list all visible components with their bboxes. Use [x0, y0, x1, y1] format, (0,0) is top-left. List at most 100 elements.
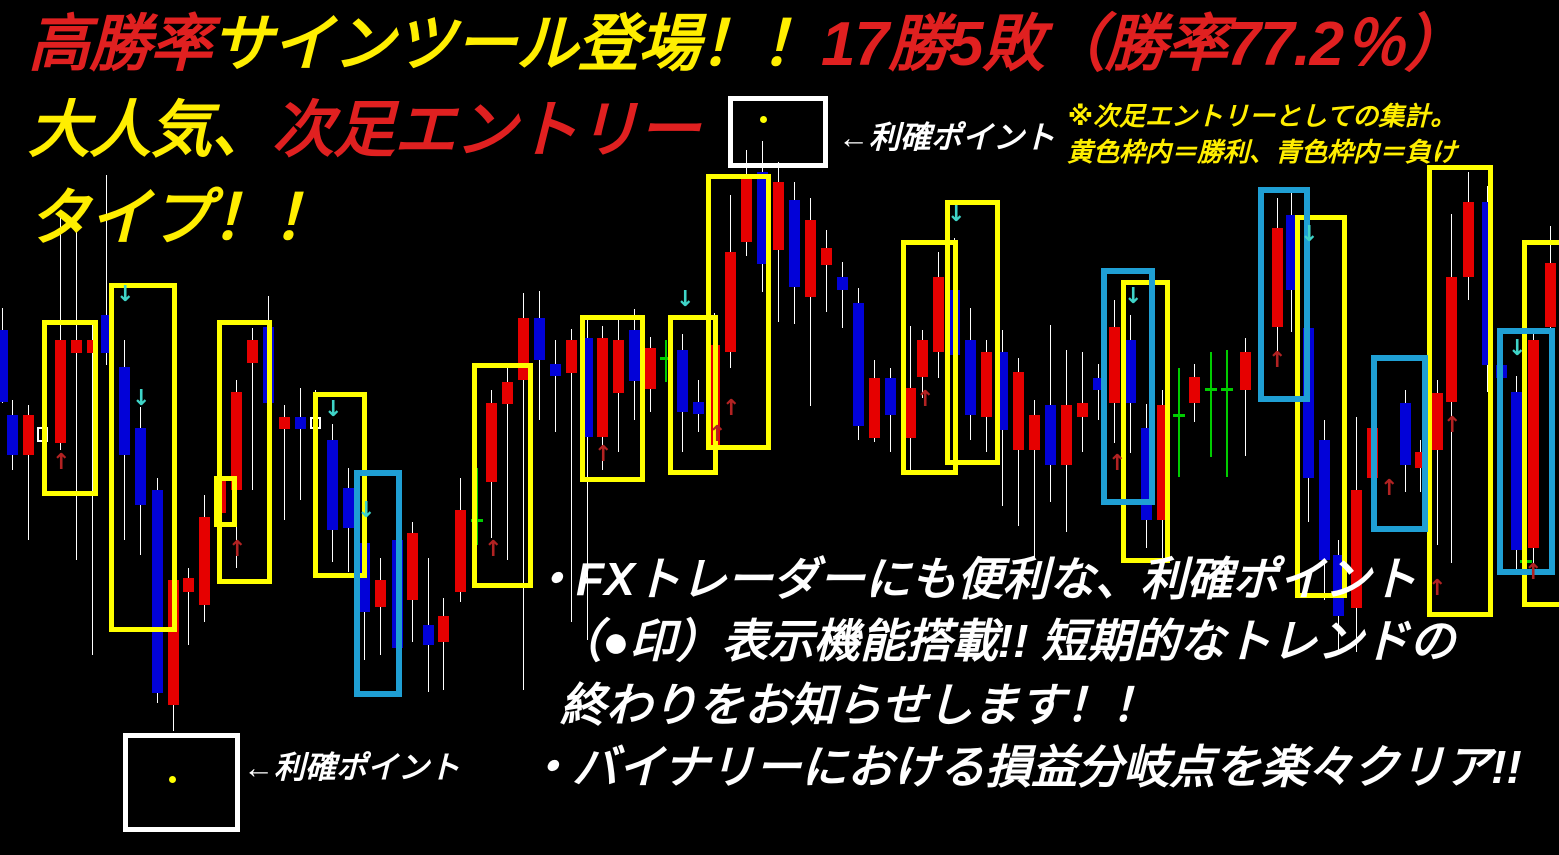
win-box — [901, 240, 958, 475]
win-box — [313, 392, 367, 578]
candle-body — [1157, 405, 1168, 520]
candle-body — [1286, 215, 1297, 290]
candle-body — [1446, 277, 1457, 402]
up-arrow-icon: ↑ — [916, 387, 935, 412]
win-box — [217, 320, 272, 584]
candle-body — [837, 277, 848, 290]
win-box — [706, 174, 771, 450]
up-arrow-icon: ↑ — [1524, 560, 1543, 585]
candle-body — [7, 415, 18, 455]
up-arrow-icon: ↑ — [52, 450, 71, 475]
doji-cross — [471, 519, 483, 522]
profit-point-label-top: ←利確ポイント — [838, 120, 1055, 155]
candle-body — [566, 340, 577, 373]
candle-body — [119, 367, 130, 455]
candle-wick — [300, 388, 301, 500]
down-arrow-icon: ↓ — [324, 397, 343, 422]
candle-body — [1029, 415, 1040, 450]
loss-box — [1258, 187, 1310, 402]
candle-body — [741, 177, 752, 242]
loss-box — [1497, 328, 1555, 575]
candle-body — [55, 340, 66, 443]
feature-text-line3: 終わりをお知らせします！！ — [560, 679, 1158, 731]
up-arrow-icon: ↑ — [1443, 413, 1462, 438]
candle-body — [629, 330, 640, 381]
up-arrow-icon: ↑ — [1428, 576, 1447, 601]
candle-body — [279, 417, 290, 429]
candle-body — [534, 318, 545, 360]
win-box — [1522, 240, 1559, 607]
profit-point-dot — [760, 116, 767, 123]
candle-body — [1545, 263, 1556, 327]
candle-body — [135, 428, 146, 505]
candle-body — [1528, 340, 1539, 548]
candle-wick — [443, 598, 444, 690]
candle-body — [805, 220, 816, 297]
candle-body — [1482, 202, 1493, 365]
candle-wick — [106, 175, 107, 365]
profit-point-label-bottom: ←利確ポイント — [243, 750, 460, 785]
candle-body — [582, 338, 593, 437]
candle-body — [981, 352, 992, 417]
candle-body — [645, 348, 656, 389]
candle-body — [518, 318, 529, 380]
candle-body — [152, 490, 163, 693]
candle-body — [71, 340, 82, 353]
up-arrow-icon: ↑ — [228, 537, 247, 562]
candle-body — [327, 440, 338, 530]
candle-body — [905, 388, 916, 438]
candle-body — [1351, 490, 1362, 608]
candle-body — [1463, 202, 1474, 277]
candle-wick — [1082, 352, 1083, 452]
candle-body — [199, 517, 210, 605]
candle-body — [1400, 403, 1411, 465]
win-box — [1121, 280, 1170, 563]
candle-wick — [1245, 338, 1246, 456]
candle-body — [869, 378, 880, 438]
doji-wick — [1178, 368, 1180, 477]
candle-body — [101, 315, 112, 353]
candle-body — [1333, 555, 1344, 616]
headline-line2a: 大人気、 — [28, 96, 273, 165]
profit-point-dot — [169, 776, 176, 783]
candle-body — [1125, 340, 1136, 403]
candle-wick — [842, 262, 843, 328]
up-arrow-icon: ↑ — [1268, 348, 1287, 373]
candle-body — [1061, 405, 1072, 465]
win-box — [472, 363, 533, 588]
loss-box — [1371, 355, 1428, 532]
candle-body — [965, 340, 976, 415]
candle-body — [0, 330, 8, 402]
win-box — [214, 476, 237, 527]
up-arrow-icon: ↑ — [594, 442, 613, 467]
win-box — [42, 320, 98, 496]
candle-body — [757, 172, 768, 264]
headline-line2: 大人気、次足エントリー — [28, 100, 700, 162]
up-arrow-icon: ↑ — [708, 422, 727, 447]
tally-note-line1: ※次足エントリーとしての集計。 — [1067, 101, 1457, 131]
candle-wick — [284, 405, 285, 520]
doji-cross — [660, 357, 672, 360]
candle-wick — [523, 293, 524, 690]
up-arrow-icon: ↑ — [722, 396, 741, 421]
candle-body — [1189, 377, 1200, 403]
candle-body — [677, 350, 688, 412]
profit-point-box — [123, 733, 240, 832]
headline-seg3: 17勝5敗（勝率77.2％） — [821, 10, 1466, 79]
tally-note: ※次足エントリーとしての集計。 黄色枠内＝勝利、青色枠内＝負け — [1012, 98, 1512, 171]
down-arrow-icon: ↓ — [116, 282, 135, 307]
candle-wick — [810, 198, 811, 406]
candle-body — [933, 277, 944, 352]
down-arrow-icon: ↓ — [132, 386, 151, 411]
candle-body — [1077, 403, 1088, 417]
candle-body — [773, 182, 784, 250]
candle-wick — [571, 329, 572, 622]
down-arrow-icon: ↓ — [676, 287, 695, 312]
down-arrow-icon: ↓ — [357, 498, 376, 523]
candle-body — [407, 533, 418, 600]
up-arrow-icon: ↑ — [484, 537, 503, 562]
candle-body — [168, 580, 179, 705]
tally-note-line2: 黄色枠内＝勝利、青色枠内＝負け — [1066, 137, 1457, 168]
candle-body — [1141, 428, 1152, 520]
loss-box — [354, 470, 402, 697]
